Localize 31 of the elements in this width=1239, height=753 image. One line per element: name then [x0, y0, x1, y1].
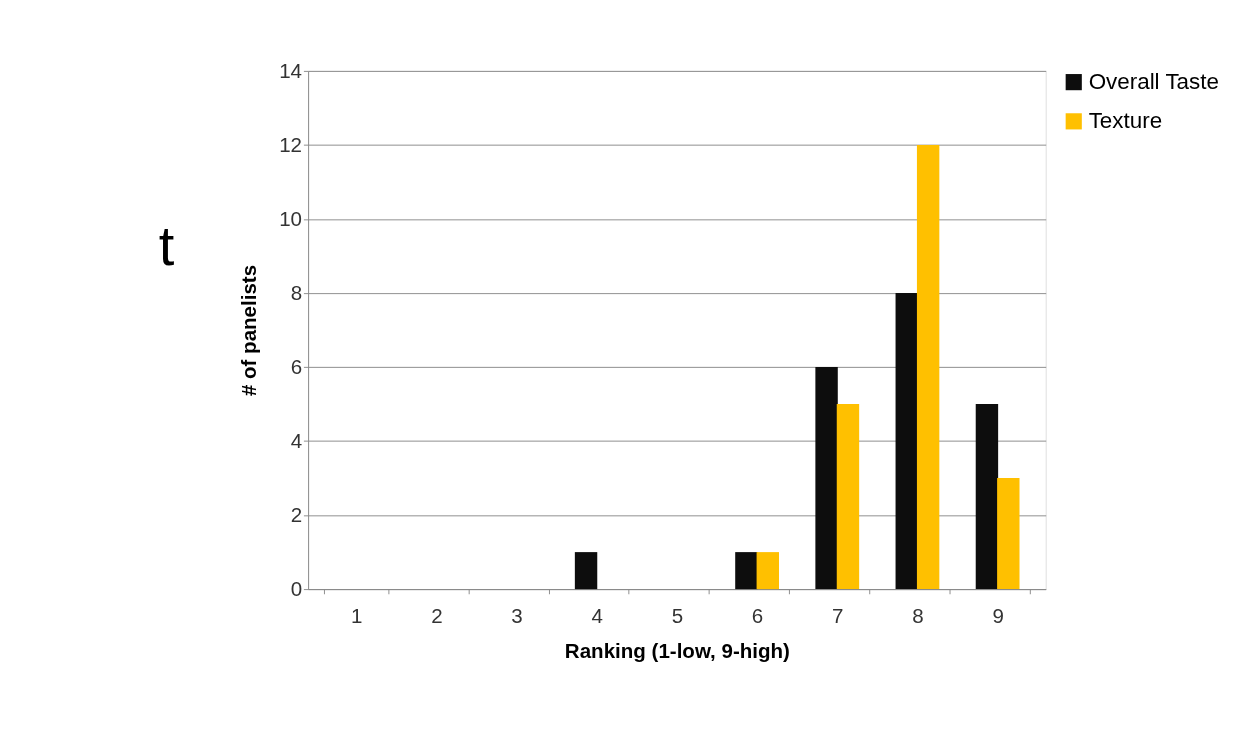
x-axis-title: Ranking (1-low, 9-high) — [564, 638, 790, 662]
bar — [836, 404, 860, 590]
x-tick-label: 6 — [751, 604, 764, 628]
y-tick-label: 8 — [290, 281, 303, 305]
y-tick-label: 14 — [279, 58, 303, 82]
y-axis-title: # of panelists — [236, 264, 260, 397]
text: t — [158, 214, 175, 278]
bar — [916, 144, 940, 590]
bar — [975, 404, 999, 590]
y-tick-label: 6 — [290, 355, 303, 379]
bar — [735, 552, 758, 590]
y-tick-label: 12 — [279, 132, 303, 156]
x-tick-label: 3 — [511, 604, 523, 628]
y-tick-label: 4 — [290, 429, 303, 453]
y-tick-label: 10 — [279, 206, 303, 230]
legend-label: Texture — [1088, 107, 1163, 133]
x-tick-label: 8 — [912, 604, 924, 628]
y-tick-label: 0 — [290, 577, 303, 601]
bar — [997, 478, 1020, 590]
x-tick-label: 2 — [431, 604, 443, 628]
legend-label: Overall Taste — [1088, 68, 1219, 94]
x-tick-label: 9 — [992, 604, 1004, 628]
x-tick-label: 1 — [350, 604, 363, 628]
x-tick-label: 5 — [671, 604, 684, 628]
y-tick-label: 2 — [290, 503, 303, 527]
bar — [756, 552, 779, 590]
bar — [895, 293, 918, 590]
bar — [815, 367, 838, 590]
x-tick-label: 4 — [591, 604, 603, 628]
x-tick-label: 7 — [832, 604, 844, 628]
bar — [574, 552, 598, 590]
